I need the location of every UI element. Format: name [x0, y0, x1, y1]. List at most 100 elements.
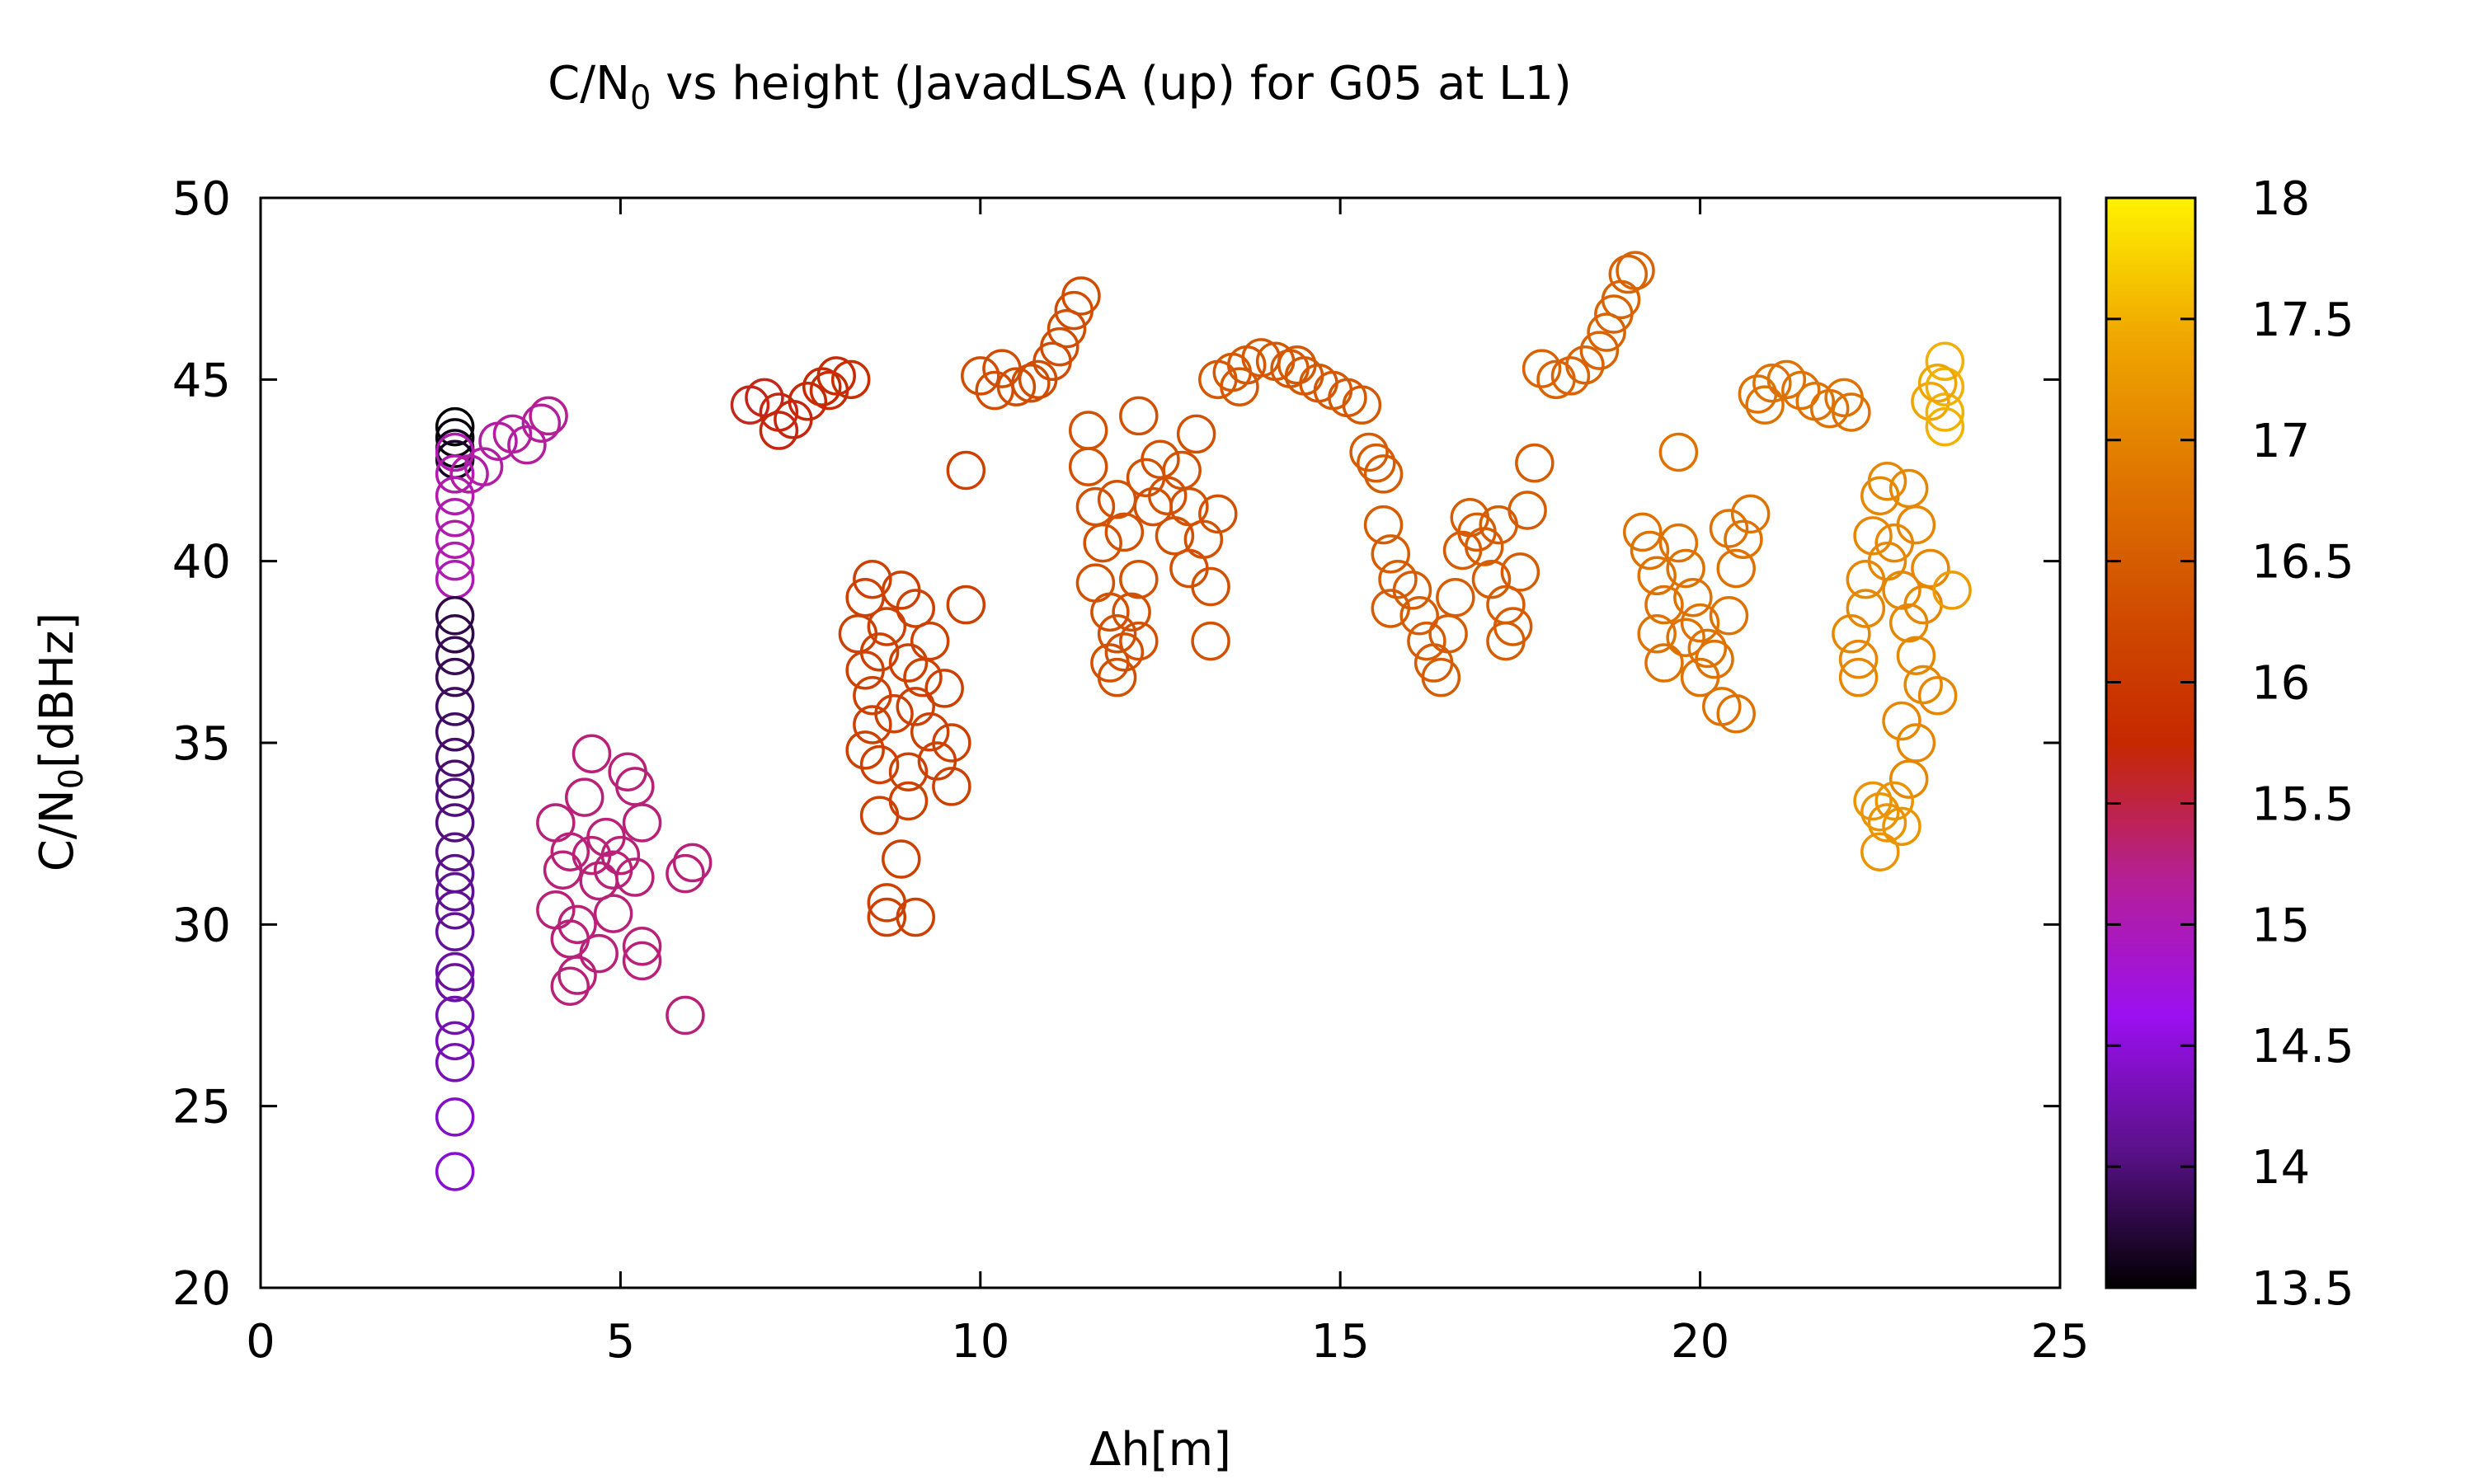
colorbar-tick-label: 16	[2251, 657, 2310, 711]
data-point	[507, 425, 547, 465]
data-point	[1068, 447, 1108, 486]
data-point	[1119, 621, 1159, 661]
data-point	[435, 498, 475, 538]
data-point	[435, 759, 475, 799]
data-point	[1097, 657, 1137, 697]
data-point	[1104, 512, 1145, 552]
data-point	[435, 596, 475, 636]
data-point	[579, 933, 618, 974]
data-point	[1637, 556, 1677, 596]
data-point	[1198, 359, 1238, 400]
data-point	[1413, 643, 1454, 683]
data-point	[1853, 781, 1893, 821]
data-point	[903, 657, 943, 697]
colorbar-tick-label: 15.5	[2251, 777, 2354, 831]
data-point	[435, 777, 475, 817]
data-point	[1680, 603, 1720, 643]
data-point	[1917, 363, 1958, 403]
x-tick-label: 5	[606, 1315, 636, 1369]
data-point	[896, 897, 935, 937]
data-point	[565, 777, 604, 817]
data-point	[1666, 618, 1705, 657]
colorbar	[2105, 196, 2197, 1289]
data-point	[593, 850, 633, 890]
data-point	[1075, 563, 1116, 603]
data-point	[809, 370, 849, 411]
data-point	[888, 781, 929, 821]
data-point	[435, 1152, 475, 1191]
data-point	[888, 643, 929, 683]
data-point	[615, 767, 655, 806]
data-point	[1709, 596, 1749, 636]
data-point	[463, 447, 504, 486]
data-point	[1378, 559, 1418, 599]
data-point	[946, 585, 986, 625]
data-point	[1040, 326, 1079, 367]
data-point	[435, 454, 475, 494]
data-point	[1119, 559, 1159, 599]
data-point	[1428, 614, 1468, 654]
data-point	[1925, 367, 1965, 406]
data-point	[1220, 367, 1259, 406]
data-point	[946, 450, 986, 491]
data-point	[550, 919, 590, 959]
data-point	[571, 734, 612, 773]
data-point	[830, 359, 871, 400]
data-point	[1169, 548, 1209, 589]
data-point	[1587, 312, 1626, 352]
data-point	[1888, 759, 1929, 799]
data-points	[435, 251, 1972, 1191]
data-point	[745, 378, 784, 418]
data-point	[845, 730, 885, 770]
data-point	[1471, 559, 1512, 599]
data-point	[1342, 385, 1382, 425]
data-point	[435, 951, 475, 992]
data-point	[867, 607, 907, 646]
data-point	[1191, 566, 1230, 607]
data-point	[1716, 548, 1756, 589]
data-point	[996, 367, 1037, 406]
data-point	[932, 767, 971, 806]
x-tick-label: 10	[951, 1315, 1009, 1369]
data-point	[1882, 806, 1921, 847]
data-point	[1112, 592, 1151, 632]
data-point	[853, 675, 892, 716]
data-point	[1695, 639, 1734, 679]
data-point	[608, 752, 647, 792]
data-point	[1515, 443, 1554, 483]
data-point	[1601, 279, 1641, 320]
data-point	[1867, 461, 1907, 501]
data-point	[435, 636, 475, 675]
data-point	[1838, 639, 1879, 679]
data-point	[1436, 577, 1475, 618]
data-point	[1709, 509, 1749, 548]
y-tick-label: 20	[172, 1262, 231, 1316]
data-point	[1299, 363, 1338, 403]
data-point	[557, 956, 597, 995]
data-point	[1724, 519, 1763, 559]
data-point	[1903, 665, 1943, 705]
data-point	[1493, 607, 1533, 646]
data-point	[1421, 657, 1461, 697]
data-point	[1061, 276, 1101, 316]
y-tick-label: 45	[172, 354, 231, 407]
data-point	[1687, 628, 1728, 669]
data-point	[1716, 693, 1756, 734]
data-point	[1917, 675, 1958, 716]
data-point	[435, 519, 475, 559]
data-point	[571, 835, 612, 876]
data-point	[435, 712, 475, 752]
data-point	[593, 894, 633, 933]
data-point	[1550, 356, 1591, 396]
data-point	[435, 1097, 475, 1137]
data-point	[859, 744, 900, 785]
data-point	[1630, 530, 1670, 571]
data-point	[1637, 614, 1677, 654]
data-point	[1075, 486, 1116, 527]
data-point	[1277, 345, 1317, 385]
colorbar-tick-label: 14.5	[2251, 1020, 2354, 1073]
y-tick-label: 50	[172, 172, 231, 226]
data-point	[1925, 392, 1965, 432]
data-point	[1363, 505, 1404, 545]
data-point	[874, 693, 914, 734]
